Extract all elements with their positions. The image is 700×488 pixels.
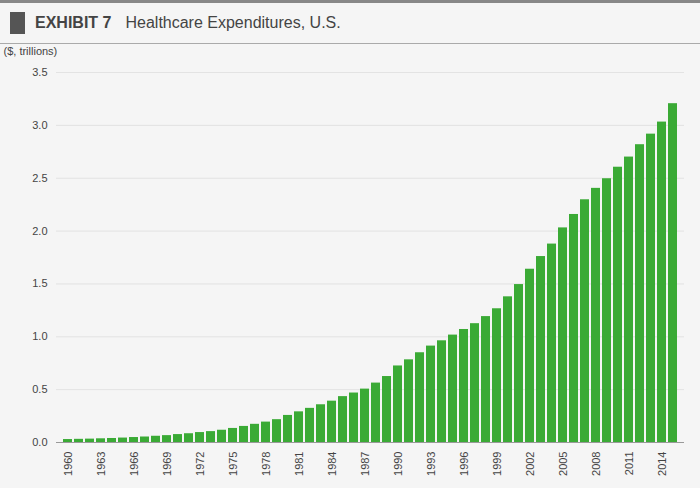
- svg-text:2008: 2008: [590, 452, 602, 476]
- svg-text:1.5: 1.5: [32, 277, 47, 289]
- svg-text:1966: 1966: [128, 452, 140, 476]
- svg-text:0.5: 0.5: [32, 383, 47, 395]
- svg-text:1984: 1984: [326, 452, 338, 476]
- svg-text:3.0: 3.0: [32, 119, 47, 131]
- html-text:EXHIBIT 7: EXHIBIT 7: [35, 14, 112, 31]
- svg-text:1972: 1972: [194, 452, 206, 476]
- svg-text:3.5: 3.5: [32, 66, 47, 78]
- svg-text:2014: 2014: [656, 452, 668, 476]
- svg-text:1990: 1990: [392, 452, 404, 476]
- svg-text:2005: 2005: [557, 452, 569, 476]
- svg-text:1975: 1975: [227, 452, 239, 476]
- svg-text:1978: 1978: [260, 452, 272, 476]
- svg-text:1987: 1987: [359, 452, 371, 476]
- svg-text:2002: 2002: [524, 452, 536, 476]
- svg-text:1963: 1963: [95, 452, 107, 476]
- svg-text:1969: 1969: [161, 452, 173, 476]
- svg-text:($, trillions): ($, trillions): [4, 45, 58, 57]
- svg-text:0.0: 0.0: [32, 436, 47, 448]
- svg-text:2.0: 2.0: [32, 225, 47, 237]
- svg-text:1996: 1996: [458, 452, 470, 476]
- html-text:Healthcare Expenditures, U.S.: Healthcare Expenditures, U.S.: [125, 14, 341, 31]
- svg-text:2011: 2011: [623, 452, 635, 476]
- svg-text:1960: 1960: [62, 452, 74, 476]
- svg-text:1.0: 1.0: [32, 330, 47, 342]
- svg-text:1999: 1999: [491, 452, 503, 476]
- svg-text:2.5: 2.5: [32, 172, 47, 184]
- svg-text:1993: 1993: [425, 452, 437, 476]
- svg-text:1981: 1981: [293, 452, 305, 476]
